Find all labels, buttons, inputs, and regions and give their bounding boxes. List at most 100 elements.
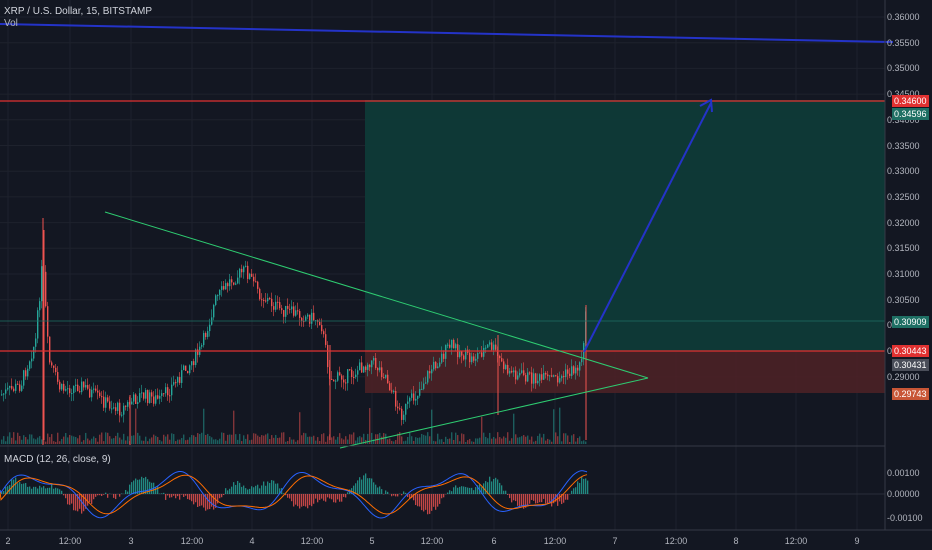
- macd-histogram-bar: [507, 494, 509, 495]
- candle-body: [575, 367, 577, 374]
- volume-bar: [531, 436, 533, 444]
- volume-bar: [25, 437, 27, 444]
- macd-histogram-bar: [285, 494, 287, 496]
- candle-body: [267, 298, 269, 302]
- time-tick-label: 12:00: [420, 536, 444, 546]
- volume-label[interactable]: Vol: [4, 18, 18, 29]
- macd-histogram-bar: [461, 486, 463, 494]
- volume-bar: [389, 438, 391, 444]
- volume-bar: [167, 434, 169, 444]
- lower-triangle-line[interactable]: [339, 377, 649, 449]
- candlesticks: [1, 218, 587, 445]
- volume-bar: [41, 439, 43, 444]
- macd-histogram-bar: [459, 486, 461, 494]
- volume-bar: [379, 432, 381, 444]
- candle-body: [403, 414, 405, 420]
- volume-bar: [321, 434, 323, 444]
- candle-body: [135, 394, 137, 404]
- macd-histogram-bar: [73, 494, 75, 511]
- volume-bar: [77, 438, 79, 444]
- macd-histogram-bar: [267, 481, 269, 494]
- candle-body: [531, 372, 533, 384]
- macd-histogram-bar: [175, 494, 177, 499]
- volume-bar: [97, 441, 99, 444]
- candle-body: [31, 358, 33, 362]
- macd-histogram-bar: [287, 494, 289, 498]
- macd-histogram-bar: [493, 478, 495, 494]
- candle-body: [421, 388, 423, 390]
- volume-bar: [217, 440, 219, 444]
- candle-body: [441, 353, 443, 363]
- candle-body: [537, 380, 539, 384]
- macd-histogram-bar: [147, 479, 149, 494]
- candle-body: [335, 380, 337, 382]
- volume-bar: [453, 439, 455, 444]
- volume-bar: [165, 436, 167, 444]
- volume-bar: [117, 432, 119, 444]
- candle-body: [179, 377, 181, 383]
- volume-bar: [227, 434, 229, 444]
- macd-histogram-bar: [409, 494, 411, 500]
- volume-bar: [331, 437, 333, 444]
- candle-body: [241, 268, 243, 273]
- macd-histogram-bar: [203, 494, 205, 508]
- volume-bar: [367, 433, 369, 444]
- macd-histogram-bar: [237, 480, 239, 494]
- volume-bar: [131, 435, 133, 444]
- symbol-title[interactable]: XRP / U.S. Dollar, 15, BITSTAMP: [4, 6, 153, 17]
- signal-line: [0, 474, 588, 515]
- volume-bar: [105, 432, 107, 444]
- volume-bar: [393, 441, 395, 444]
- breakout-arrow[interactable]: [583, 102, 712, 353]
- macd-histogram-bar: [231, 486, 233, 494]
- candle-body: [465, 349, 467, 360]
- macd-histogram-bar: [275, 483, 277, 494]
- macd-histogram-bar: [283, 493, 285, 494]
- volume-bar: [223, 432, 225, 444]
- blue-trend-line[interactable]: [0, 23, 894, 43]
- macd-histogram-bar: [581, 476, 583, 494]
- macd-histogram-bar: [247, 489, 249, 494]
- volume-bar: [381, 436, 383, 444]
- volume-bar: [67, 437, 69, 444]
- macd-histogram-bar: [441, 494, 443, 499]
- volume-bar: [385, 433, 387, 444]
- volume-bar: [181, 438, 183, 444]
- macd-histogram-bar: [59, 489, 61, 494]
- time-tick-label: 12:00: [58, 536, 82, 546]
- candle-body: [439, 362, 441, 367]
- volume-bar: [461, 433, 463, 444]
- macd-histogram-bar: [187, 494, 189, 500]
- candle-body: [277, 301, 279, 303]
- volume-bar: [277, 437, 279, 444]
- candle-body: [249, 273, 251, 279]
- macd-histogram-bar: [513, 494, 515, 501]
- macd-histogram-bar: [141, 476, 143, 494]
- macd-histogram-bar: [557, 494, 559, 506]
- time-tick-label: 2: [5, 536, 11, 546]
- candle-body: [407, 401, 409, 404]
- volume-bar: [571, 435, 573, 444]
- candle-body: [385, 374, 387, 378]
- volume-bar: [479, 437, 481, 444]
- volume-bar: [125, 440, 127, 444]
- price-tick-label: 0.32000: [887, 217, 920, 228]
- macd-label[interactable]: MACD (12, 26, close, 9): [4, 454, 111, 465]
- candle-body: [337, 372, 339, 381]
- time-tick-label: 4: [249, 536, 255, 546]
- volume-bar: [437, 433, 439, 444]
- upper-triangle-line[interactable]: [104, 211, 649, 379]
- macd-histogram-bar: [313, 494, 315, 504]
- volume-bar: [133, 435, 135, 444]
- volume-bar: [455, 432, 457, 444]
- last-price-tag: 0.30431: [892, 359, 929, 371]
- volume-bar: [183, 434, 185, 444]
- volume-bar: [497, 432, 499, 444]
- macd-histogram-bar: [191, 494, 193, 502]
- volume-bar: [465, 441, 467, 444]
- candle-body: [533, 373, 535, 384]
- candle-body: [373, 358, 375, 361]
- macd-histogram-bar: [515, 494, 517, 502]
- price-tick-label: 0.31000: [887, 269, 920, 279]
